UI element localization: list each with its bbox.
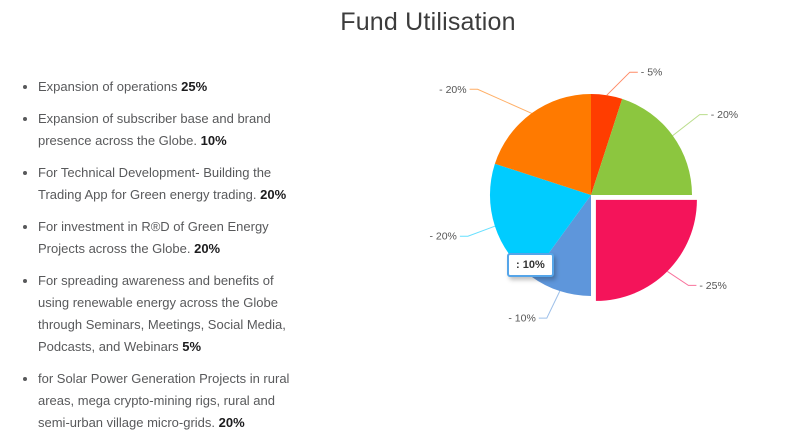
list-item-text: For investment in R®D of Green Energy Pr… [38,219,269,256]
pie-label-connector-4 [459,225,496,237]
pie-label-connector-5 [469,88,532,114]
pie-slice-0[interactable] [591,93,623,195]
chart-tooltip: : 10% [507,253,554,277]
pie-label-1: - 20% [711,109,738,121]
pie-label-connector-1 [672,114,708,136]
list-item-text: Expansion of operations [38,79,178,94]
list-item: For investment in R®D of Green Energy Pr… [38,216,308,260]
list-item-pct: 20% [260,187,287,202]
pie-slice-1[interactable] [591,98,692,195]
list-item: for Solar Power Generation Projects in r… [38,368,308,434]
pie-label-connector-2 [667,270,697,286]
list-item-text: Expansion of subscriber base and brand p… [38,111,271,148]
list-item: For spreading awareness and benefits of … [38,270,308,358]
pie-label-3: - 10% [508,313,535,325]
list-item-text: for Solar Power Generation Projects in r… [38,371,290,430]
pie-label-5: - 20% [439,84,466,96]
list-item-pct: 5% [182,339,202,354]
list-item-pct: 25% [181,79,208,94]
pie-label-4: - 20% [429,231,456,243]
pie-slice-2[interactable] [595,199,697,301]
pie-label-connector-0 [606,71,638,96]
list-item: Expansion of operations 25% [38,76,308,98]
pie-label-2: - 25% [699,280,726,292]
pie-slice-5[interactable] [494,93,591,195]
pie-chart-svg[interactable]: - 5% - 20% - 25% - 10% - 20% - 20% [410,50,790,360]
pie-label-connector-3 [538,290,561,319]
list-item-pct: 20% [194,241,221,256]
fund-list: Expansion of operations 25%Expansion of … [20,76,324,444]
list-item: For Technical Development- Building the … [38,162,308,206]
fund-pie-chart: - 5% - 20% - 25% - 10% - 20% - 20% [410,50,790,360]
pie-label-0: - 5% [641,67,663,79]
pie-slice-4[interactable] [489,163,591,277]
list-item-text: For Technical Development- Building the … [38,165,272,202]
list-item-pct: 20% [218,415,245,430]
page-title: Fund Utilisation [340,8,516,36]
list-item-pct: 10% [200,133,227,148]
list-item: Expansion of subscriber base and brand p… [38,108,308,152]
list-item-text: For spreading awareness and benefits of … [38,273,286,354]
